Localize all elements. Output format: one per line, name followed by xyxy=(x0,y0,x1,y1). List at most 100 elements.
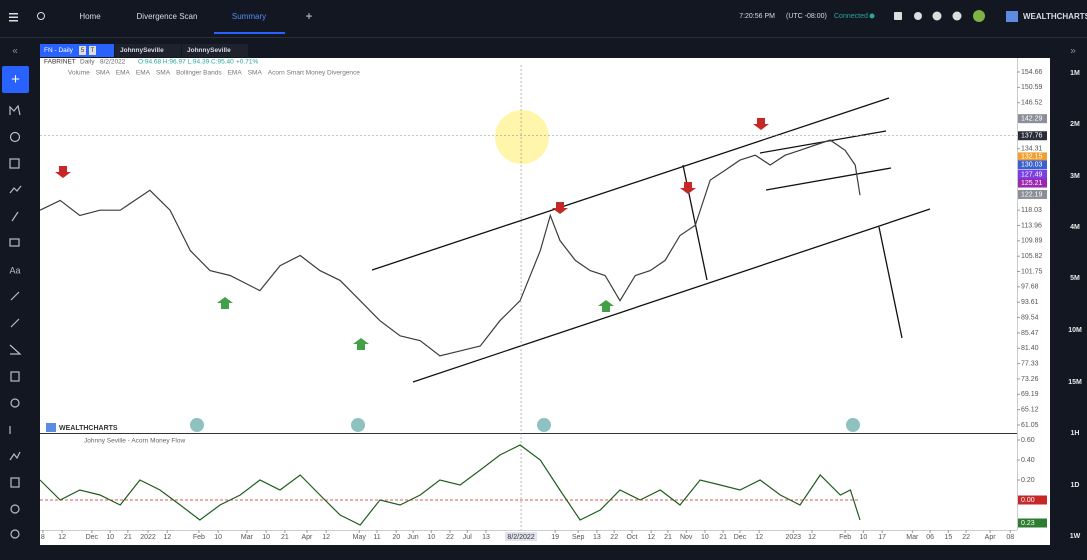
x-tick-label: May xyxy=(353,534,367,541)
event-icon[interactable] xyxy=(351,418,365,432)
nav-divergence[interactable]: Divergence Scan xyxy=(137,12,198,21)
y-tick-label: 146.52 xyxy=(1021,100,1043,107)
add-tab[interactable]: + xyxy=(305,9,312,23)
tool-icon[interactable] xyxy=(9,185,22,194)
x-tick-label: 10 xyxy=(106,534,114,541)
x-tick-label: 10 xyxy=(701,534,709,541)
signal-arrows xyxy=(55,118,769,350)
save-icon[interactable] xyxy=(894,12,902,20)
x-tick-label: 10 xyxy=(427,534,435,541)
x-tick-label: 21 xyxy=(719,534,727,541)
timeframe[interactable]: 1D xyxy=(1071,482,1080,489)
timeframe[interactable]: 2M xyxy=(1070,121,1080,128)
tab-badge xyxy=(89,46,96,55)
indicator-name[interactable]: SMA xyxy=(156,70,171,77)
brand-logo xyxy=(1006,11,1018,22)
timeframe[interactable]: 5M xyxy=(1070,275,1080,282)
indicator-name[interactable]: EMA xyxy=(228,70,243,77)
collapse-right[interactable]: » xyxy=(1070,46,1076,57)
profile-icon[interactable] xyxy=(973,10,985,22)
tool-icon[interactable] xyxy=(9,451,21,461)
timeframe[interactable]: 1H xyxy=(1071,430,1080,437)
tool-icon[interactable] xyxy=(10,318,20,328)
indicator-name[interactable]: Volume xyxy=(68,70,90,77)
price-marker xyxy=(1018,178,1047,188)
tool-icon[interactable] xyxy=(10,291,20,301)
x-tick-label: 20 xyxy=(392,534,400,541)
y-tick-label: 93.61 xyxy=(1021,299,1039,306)
timeframe-panel xyxy=(1050,58,1087,555)
tool-icon[interactable] xyxy=(9,238,20,247)
event-icon[interactable] xyxy=(190,418,204,432)
price-marker xyxy=(1018,169,1047,179)
y-tick-label: 109.89 xyxy=(1021,238,1043,245)
tab-symbol[interactable]: FN - Daily xyxy=(44,47,74,54)
help-icon[interactable] xyxy=(952,11,962,21)
tool-icon[interactable] xyxy=(11,211,19,222)
cursor-highlight xyxy=(495,110,549,164)
tool-icon[interactable] xyxy=(10,398,20,408)
tool-icon[interactable] xyxy=(9,104,21,116)
indicator-name[interactable]: EMA xyxy=(116,70,131,77)
indicator-name[interactable]: SMA xyxy=(248,70,263,77)
tool-icon[interactable] xyxy=(10,477,20,488)
watermark-logo xyxy=(46,423,56,432)
x-tick-label: Oct xyxy=(627,534,638,541)
menu-icon[interactable] xyxy=(9,13,18,22)
nav-summary[interactable]: Summary xyxy=(232,12,266,21)
trendline[interactable] xyxy=(765,167,892,191)
event-icon[interactable] xyxy=(537,418,551,432)
x-tick-label: Dec xyxy=(86,534,99,541)
timeframe[interactable]: 10M xyxy=(1068,327,1082,334)
tool-icon[interactable] xyxy=(10,504,20,514)
timeframe[interactable]: 15M xyxy=(1068,379,1082,386)
trendline[interactable] xyxy=(878,226,903,339)
indicator-name[interactable]: Bollinger Bands xyxy=(176,70,222,77)
status: Connected xyxy=(834,13,868,20)
tool-icon[interactable] xyxy=(9,131,21,143)
event-icon[interactable] xyxy=(846,418,860,432)
add-icon[interactable]: + xyxy=(11,71,20,88)
y-tick-label: 81.40 xyxy=(1021,345,1039,352)
indicator-name[interactable]: EMA xyxy=(136,70,151,77)
indicator-name[interactable]: Acorn Smart Money Divergence xyxy=(268,70,361,77)
price-marker-label: 130.03 xyxy=(1021,162,1043,169)
x-tick-label: 11 xyxy=(373,534,380,541)
legend-interval: Daily xyxy=(80,59,95,66)
layout-tab-text[interactable]: JohnnySeville xyxy=(120,47,164,54)
event-icons xyxy=(190,418,860,432)
bell-icon[interactable] xyxy=(914,12,922,20)
collapse-left[interactable]: « xyxy=(12,46,18,57)
y-tick-label: 89.54 xyxy=(1021,314,1039,321)
timeframe[interactable]: 4M xyxy=(1070,224,1080,231)
trendline[interactable] xyxy=(371,97,890,271)
indicator-name[interactable]: SMA xyxy=(96,70,111,77)
x-tick-label: 19 xyxy=(551,534,559,541)
top-bar xyxy=(0,0,1087,34)
toolbar: Aa xyxy=(9,104,22,539)
search-icon[interactable] xyxy=(37,12,45,20)
tool-icon[interactable] xyxy=(9,158,20,169)
layout-tab-text[interactable]: JohnnySeville xyxy=(187,47,231,54)
timeframe[interactable]: 1M xyxy=(1070,70,1080,77)
x-tick-label: Jun xyxy=(407,534,418,541)
tool-text[interactable]: Aa xyxy=(9,265,20,275)
y-tick-label: 150.59 xyxy=(1021,84,1043,91)
nav-home[interactable]: Home xyxy=(79,12,101,21)
tool-icon[interactable] xyxy=(10,371,20,382)
add-button[interactable] xyxy=(2,66,29,93)
layout-tab[interactable] xyxy=(115,44,181,57)
y-tick-label: 69.19 xyxy=(1021,391,1039,398)
settings-icon[interactable] xyxy=(932,11,942,21)
watermark: WEALTHCHARTS xyxy=(59,425,118,432)
layout-tab[interactable] xyxy=(182,44,248,57)
x-tick-label: 08 xyxy=(1006,534,1014,541)
tool-icon[interactable] xyxy=(9,344,22,355)
trendline[interactable] xyxy=(412,208,931,383)
tool-icon[interactable] xyxy=(10,529,20,539)
timeframe[interactable]: 1W xyxy=(1070,533,1081,540)
x-tick-label: 13 xyxy=(482,534,490,541)
x-tick-label: Sep xyxy=(572,534,585,541)
timeframe[interactable]: 3M xyxy=(1070,173,1080,180)
